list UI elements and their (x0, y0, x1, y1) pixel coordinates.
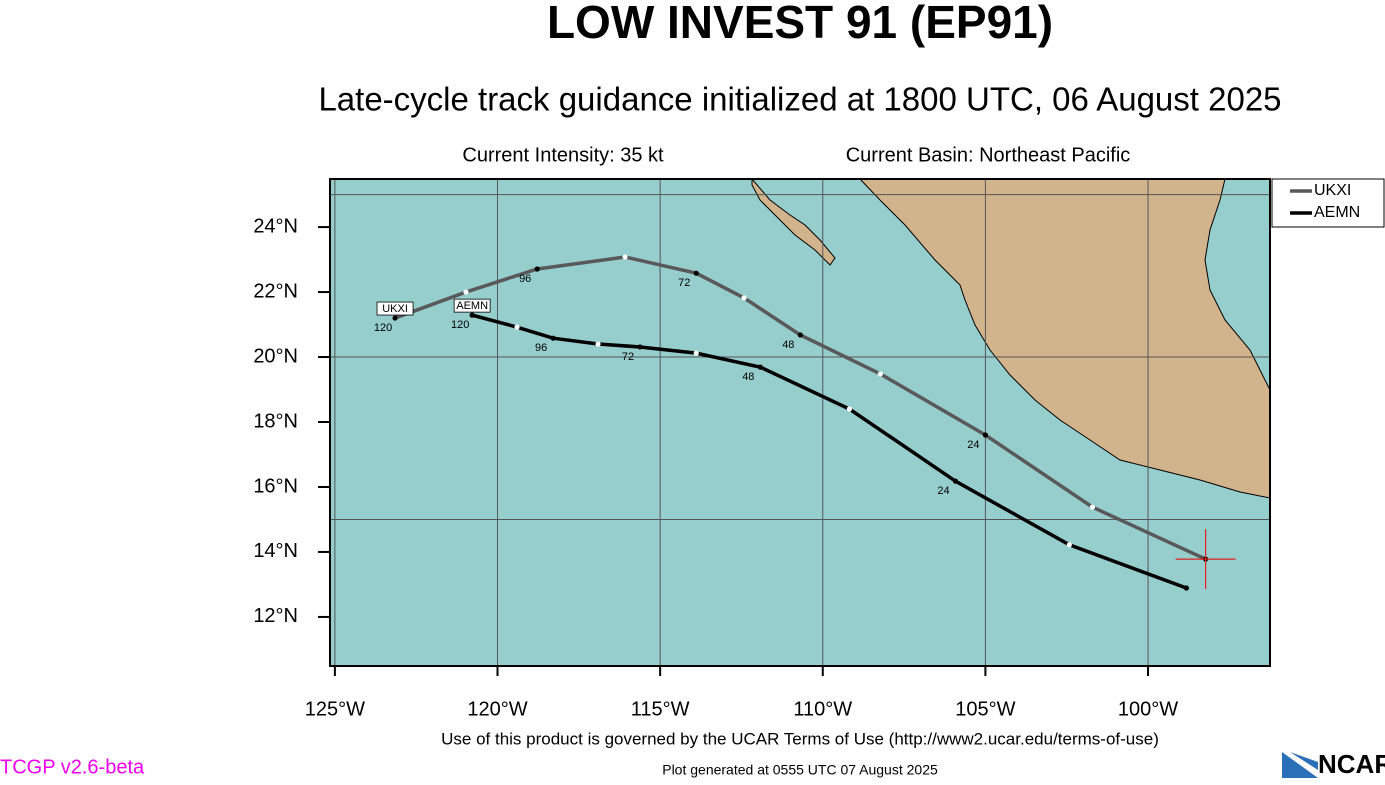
track-point (463, 289, 469, 295)
y-tick-label: 14°N (253, 540, 298, 562)
track-point (952, 478, 959, 484)
track-point (595, 341, 601, 347)
track-point (1089, 504, 1096, 510)
track-point (982, 432, 988, 438)
track-point (693, 270, 699, 276)
lead-label: 72 (678, 277, 690, 289)
name-label: AEMN (456, 300, 488, 312)
track-point (741, 295, 747, 301)
version: TCGP v2.6-beta (0, 756, 145, 778)
lead-label: 96 (519, 273, 531, 285)
y-tick-label: 20°N (253, 345, 298, 367)
lead-label: 24 (967, 439, 979, 451)
x-tick-label: 110°W (793, 698, 852, 720)
legend (1271, 178, 1385, 228)
x-tick-label: 105°W (955, 698, 1015, 720)
name-box (453, 298, 491, 313)
legend-label: AEMN (1314, 204, 1360, 221)
track-point (622, 254, 628, 260)
track-point (797, 332, 803, 338)
lead-label: 72 (622, 351, 634, 363)
y-tick-label: 22°N (253, 280, 298, 302)
track-point (1066, 542, 1072, 548)
x-tick-label: 100°W (1118, 698, 1178, 720)
track-point (757, 364, 763, 370)
land (751, 179, 836, 266)
x-tick-label: 115°W (631, 698, 690, 720)
name-box (376, 301, 414, 316)
track-point (846, 406, 853, 412)
logo-mark (1282, 752, 1318, 778)
lead-label: 120 (451, 319, 469, 331)
generated: Plot generated at 0555 UTC 07 August 202… (662, 762, 938, 778)
map (330, 179, 1270, 666)
terms: Use of this product is governed by the U… (441, 729, 1159, 748)
lead-label: 48 (782, 339, 794, 351)
legend-label: UKXI (1314, 182, 1351, 199)
legend-entries: UKXI AEMN (1290, 182, 1360, 221)
y-tick-label: 12°N (253, 605, 298, 627)
lead-label: 48 (742, 371, 754, 383)
track-point (637, 344, 643, 350)
name-label: UKXI (382, 303, 408, 315)
track-point (550, 335, 556, 341)
track-point (392, 315, 398, 321)
intensity: Current Intensity: 35 kt (462, 144, 664, 166)
y-tick-label: 16°N (253, 475, 298, 497)
lead-label: 24 (937, 485, 949, 497)
y-tick-label: 18°N (253, 410, 298, 432)
track-point (1183, 585, 1190, 591)
lead-label: 96 (535, 342, 547, 354)
basin: Current Basin: Northeast Pacific (846, 144, 1131, 166)
track-point (877, 371, 883, 377)
plot: 24 48 72 96 120 UKXI 24 48 72 96 120 AEMN (330, 179, 1270, 666)
y-tick-label: 24°N (253, 215, 298, 237)
track-point (693, 350, 699, 356)
track-point (534, 266, 540, 272)
chart-title: LOW INVEST 91 (EP91) (547, 0, 1053, 48)
subtitle: Late-cycle track guidance initialized at… (318, 81, 1281, 118)
track-point (514, 324, 520, 330)
x-tick-label: 120°W (467, 698, 527, 720)
x-tick-label: 125°W (305, 698, 365, 720)
logo: NCAR (1318, 749, 1385, 779)
lead-label: 120 (374, 322, 392, 334)
track-point (469, 312, 475, 318)
land (859, 179, 1270, 499)
